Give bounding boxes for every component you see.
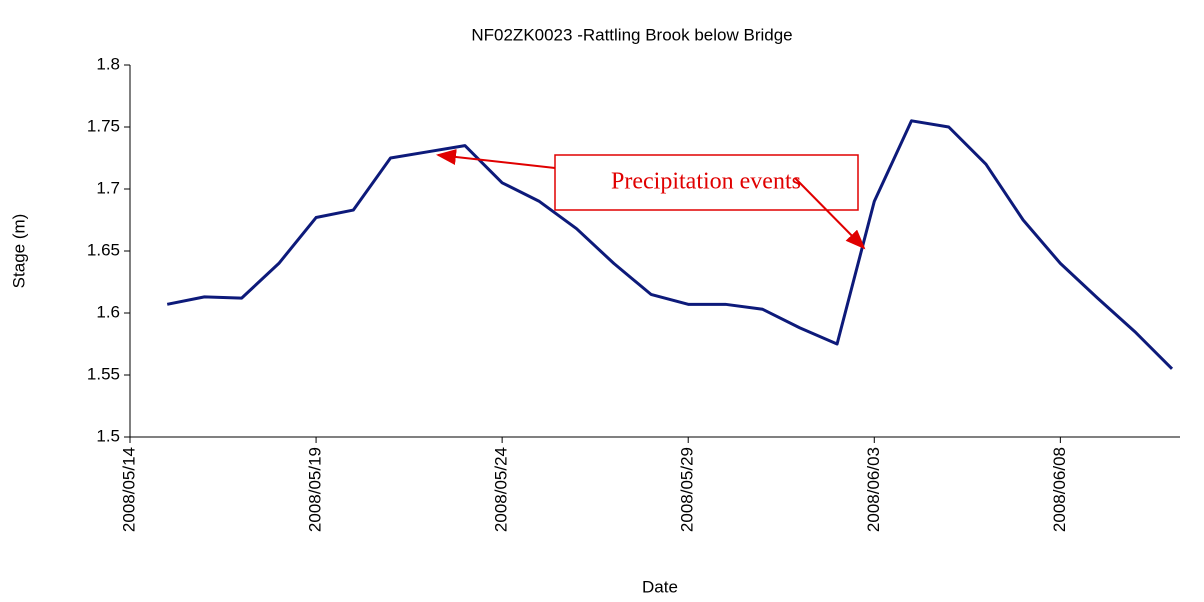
annotation-box xyxy=(554,154,859,211)
annotation: Precipitation events xyxy=(611,169,801,195)
annotation-arrow xyxy=(794,177,866,250)
y-tick-label: 1.6 xyxy=(96,302,120,321)
x-tick-label: 2008/06/03 xyxy=(864,447,883,532)
y-tick-label: 1.5 xyxy=(96,426,120,445)
x-tick-label: 2008/05/24 xyxy=(492,447,511,532)
y-tick-label: 1.55 xyxy=(87,364,120,383)
x-tick-label: 2008/05/14 xyxy=(119,447,138,532)
x-tick-label: 2008/05/19 xyxy=(306,447,325,532)
y-tick-label: 1.65 xyxy=(87,240,120,259)
x-tick-label: 2008/06/08 xyxy=(1050,447,1069,532)
y-tick-label: 1.75 xyxy=(87,116,120,135)
y-axis-label: Stage (m) xyxy=(9,214,28,289)
y-tick-label: 1.8 xyxy=(96,54,120,73)
chart-title: NF02ZK0023 -Rattling Brook below Bridge xyxy=(471,25,792,44)
y-tick-label: 1.7 xyxy=(96,178,120,197)
x-axis-label: Date xyxy=(642,577,678,596)
annotation-arrow xyxy=(436,149,556,169)
line-series xyxy=(166,119,1174,370)
x-tick-label: 2008/05/29 xyxy=(678,447,697,532)
